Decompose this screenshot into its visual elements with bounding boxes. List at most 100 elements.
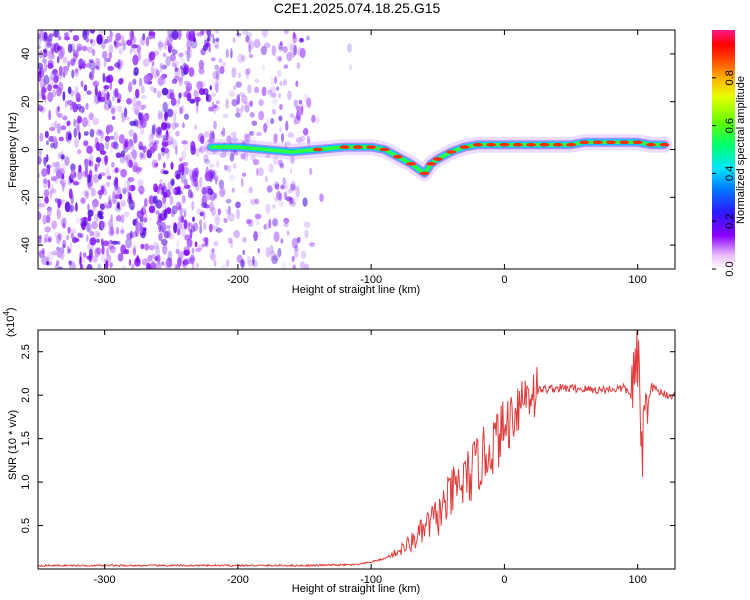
noise-speck [39,30,44,36]
noise-speck [155,261,162,269]
noise-speck [247,259,254,268]
signal-peak [406,162,417,166]
noise-speck [231,136,238,143]
noise-speck [115,42,123,47]
noise-speck [162,170,169,175]
noise-speck [226,135,232,143]
noise-speck [95,65,99,70]
noise-speck [66,99,74,106]
noise-speck [181,104,185,114]
noise-speck [125,238,132,249]
noise-speck [123,211,130,218]
noise-speck [210,57,216,62]
noise-speck [198,66,205,75]
noise-speck [70,228,76,234]
noise-speck [44,226,52,233]
noise-speck [178,157,183,162]
noise-speck [105,140,110,150]
noise-speck [292,264,296,269]
noise-speck [56,56,60,64]
noise-speck [203,221,207,231]
noise-speck [293,44,297,56]
snr-xlabel: Height of straight line (km) [292,583,420,595]
noise-speck [78,164,82,173]
noise-speck [261,30,269,38]
noise-speck [268,218,272,229]
noise-speck [131,231,138,238]
noise-speck [51,188,57,194]
noise-speck [124,179,128,190]
noise-speck [188,48,193,59]
noise-speck [69,241,73,253]
signal-peak [379,147,390,152]
noise-speck [133,133,138,144]
noise-speck [71,101,77,110]
noise-speck [165,129,169,141]
noise-speck [191,262,195,269]
noise-speck [130,150,136,157]
signal-peak [512,142,523,147]
y-tick-label: 2.5 [20,344,32,359]
noise-speck [290,155,295,164]
noise-speck [282,78,287,86]
noise-speck [201,243,206,248]
signal-peak [566,142,577,147]
noise-speck [228,90,236,97]
noise-speck [109,135,115,140]
noise-speck [222,113,229,119]
y-tick-label: 20 [20,96,32,108]
noise-speck [177,257,182,267]
noise-speck [110,141,118,149]
noise-speck [72,49,76,57]
noise-speck [230,50,233,59]
noise-speck [120,244,127,255]
noise-speck [63,32,68,38]
noise-speck [157,109,162,120]
noise-speck [99,150,107,155]
signal-peak [592,140,603,145]
noise-speck [273,231,280,243]
noise-speck [38,72,42,82]
noise-speck [80,80,84,88]
noise-speck [251,120,258,126]
noise-speck [231,187,235,193]
noise-speck [114,167,119,173]
noise-speck [212,70,219,80]
noise-speck [124,138,129,148]
noise-speck [139,36,146,46]
noise-speck [215,69,220,80]
noise-speck [202,211,206,221]
noise-speck [254,213,262,220]
noise-speck [76,103,82,110]
noise-speck [232,37,236,43]
noise-speck [271,45,277,57]
noise-speck [43,62,48,73]
noise-speck [120,214,125,224]
noise-speck [271,255,278,265]
noise-speck [82,252,87,258]
noise-speck [132,244,137,251]
noise-speck [181,150,187,160]
noise-speck [169,53,176,62]
noise-speck [194,96,201,103]
noise-speck [214,192,218,200]
noise-speck [296,110,301,121]
noise-speck [183,80,191,86]
noise-speck [213,120,217,130]
noise-speck [76,115,83,124]
noise-speck [175,130,180,137]
noise-speck [157,41,165,48]
noise-speck [62,65,69,72]
noise-speck [125,249,130,255]
noise-speck [171,30,179,40]
noise-speck [45,214,51,224]
noise-speck [228,212,235,222]
noise-speck [86,255,92,260]
noise-speck [300,250,307,260]
noise-speck [88,59,94,64]
noise-speck [130,44,136,53]
noise-speck [290,197,295,205]
noise-speck [183,64,190,73]
noise-speck [38,236,42,247]
noise-speck [74,137,79,148]
